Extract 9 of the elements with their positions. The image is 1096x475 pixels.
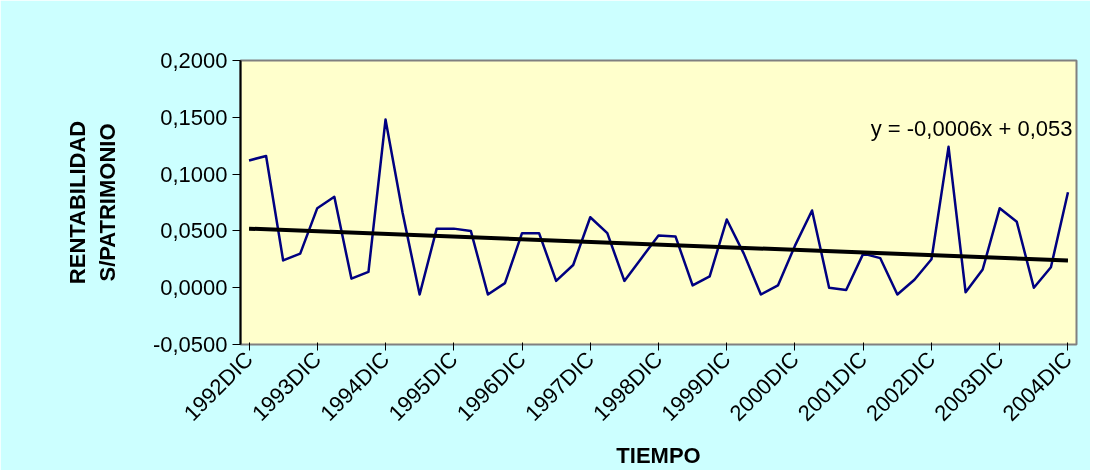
y-tick-label: 0,0500 <box>160 218 228 244</box>
y-axis-title: RENTABILIDAD S/PATRIMONIO <box>64 120 120 285</box>
y-tick-label: 0,0000 <box>160 275 228 301</box>
x-axis-title: TIEMPO <box>616 442 701 468</box>
line-series <box>247 118 1070 296</box>
annotation: y = -0,0006x + 0,053 <box>870 115 1073 141</box>
y-tick-label: 0,1500 <box>160 104 228 130</box>
y-tick-label: 0,2000 <box>160 48 228 73</box>
y-tick-label: 0,1000 <box>160 161 228 187</box>
